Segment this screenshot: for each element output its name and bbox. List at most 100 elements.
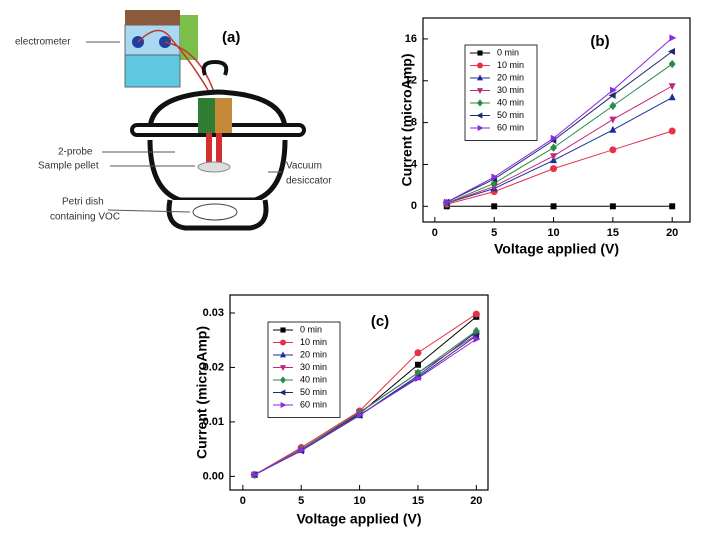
- marker: [668, 47, 675, 55]
- marker: [280, 376, 286, 384]
- marker: [280, 339, 286, 346]
- petri-dish: [192, 203, 238, 221]
- x-tick-label: 0: [432, 227, 438, 239]
- probe: [206, 133, 212, 165]
- marker: [550, 143, 558, 152]
- marker: [477, 62, 483, 69]
- marker: [251, 471, 259, 479]
- label: electrometer: [15, 37, 71, 48]
- panel-label: (a): [222, 29, 240, 46]
- marker: [609, 146, 617, 154]
- x-axis-label: Voltage applied (V): [297, 511, 422, 527]
- legend-label: 60 min: [497, 122, 524, 132]
- legend-label: 0 min: [497, 47, 519, 57]
- probe: [216, 133, 222, 165]
- electrometer-base: [124, 54, 181, 88]
- marker: [550, 165, 558, 173]
- electrometer-lid: [125, 10, 180, 25]
- marker: [279, 389, 286, 396]
- legend-label: 0 min: [300, 324, 322, 334]
- marker: [609, 101, 617, 111]
- marker: [473, 335, 481, 343]
- pointers: [86, 41, 282, 213]
- marker: [609, 203, 616, 210]
- y-tick-label: 0.02: [203, 361, 224, 373]
- y-tick-label: 0: [411, 200, 417, 212]
- marker: [477, 74, 483, 81]
- label: 2-probe: [58, 147, 93, 158]
- marker: [668, 93, 676, 101]
- marker: [477, 50, 483, 56]
- y-axis-label: Current (microAmp): [399, 53, 415, 186]
- marker: [298, 446, 306, 454]
- legend-label: 60 min: [300, 399, 327, 409]
- marker: [608, 91, 616, 99]
- marker: [477, 99, 483, 107]
- legend-label: 40 min: [497, 97, 524, 107]
- legend-label: 50 min: [497, 110, 524, 120]
- marker: [550, 134, 558, 142]
- legend-label: 40 min: [300, 374, 327, 384]
- legend-label: 10 min: [300, 337, 327, 347]
- label: desiccator: [286, 176, 332, 187]
- x-axis-label: Voltage applied (V): [494, 241, 619, 257]
- legend-label: 30 min: [497, 85, 524, 95]
- panel-label: (c): [371, 313, 389, 330]
- electrometer-side: [180, 15, 198, 60]
- marker: [414, 361, 421, 368]
- label: Sample pellet: [38, 161, 99, 172]
- marker: [415, 374, 423, 382]
- label: Vacuum: [286, 161, 322, 172]
- marker: [476, 112, 483, 119]
- marker: [668, 83, 676, 91]
- wires: [137, 29, 216, 96]
- marker: [280, 402, 287, 408]
- marker: [669, 203, 676, 210]
- marker: [414, 349, 422, 357]
- marker: [280, 327, 286, 333]
- x-tick-label: 15: [607, 227, 619, 239]
- probe-holder-side: [215, 98, 232, 133]
- legend-label: 20 min: [300, 349, 327, 359]
- marker: [609, 116, 617, 124]
- y-tick-label: 0.03: [203, 307, 224, 319]
- marker: [669, 34, 677, 42]
- marker: [609, 125, 617, 133]
- marker: [280, 351, 286, 358]
- marker: [491, 173, 499, 181]
- legend-box: [464, 44, 538, 141]
- plot-frame: [422, 17, 691, 223]
- y-tick-label: 12: [405, 75, 417, 87]
- x-tick-label: 10: [547, 227, 559, 239]
- x-tick-label: 5: [491, 227, 497, 239]
- marker: [668, 59, 676, 69]
- x-tick-label: 5: [298, 495, 304, 507]
- x-tick-label: 20: [666, 227, 678, 239]
- x-tick-label: 15: [412, 495, 424, 507]
- marker: [491, 203, 498, 210]
- x-tick-label: 0: [240, 495, 246, 507]
- y-tick-label: 8: [411, 117, 417, 129]
- diagram: electrometer (a) 2-probe Sample pellet V…: [15, 10, 332, 231]
- marker: [356, 411, 364, 419]
- x-tick-label: 10: [353, 495, 365, 507]
- marker: [472, 310, 480, 318]
- legend-label: 20 min: [497, 72, 524, 82]
- plot-frame: [229, 294, 489, 491]
- legend-label: 10 min: [497, 60, 524, 70]
- panel-label: (b): [590, 33, 609, 50]
- y-tick-label: 16: [405, 33, 417, 45]
- legend-label: 30 min: [300, 362, 327, 372]
- label: containing VOC: [50, 212, 120, 223]
- pellet: [197, 161, 231, 173]
- y-axis-label: Current (microAmp): [194, 326, 210, 459]
- y-tick-label: 0.00: [203, 470, 224, 482]
- x-tick-label: 20: [470, 495, 482, 507]
- marker: [550, 153, 558, 161]
- legend-label: 50 min: [300, 387, 327, 397]
- y-tick-label: 4: [411, 158, 418, 170]
- marker: [610, 86, 618, 94]
- legend-box: [267, 321, 341, 418]
- y-tick-label: 0.01: [203, 416, 224, 428]
